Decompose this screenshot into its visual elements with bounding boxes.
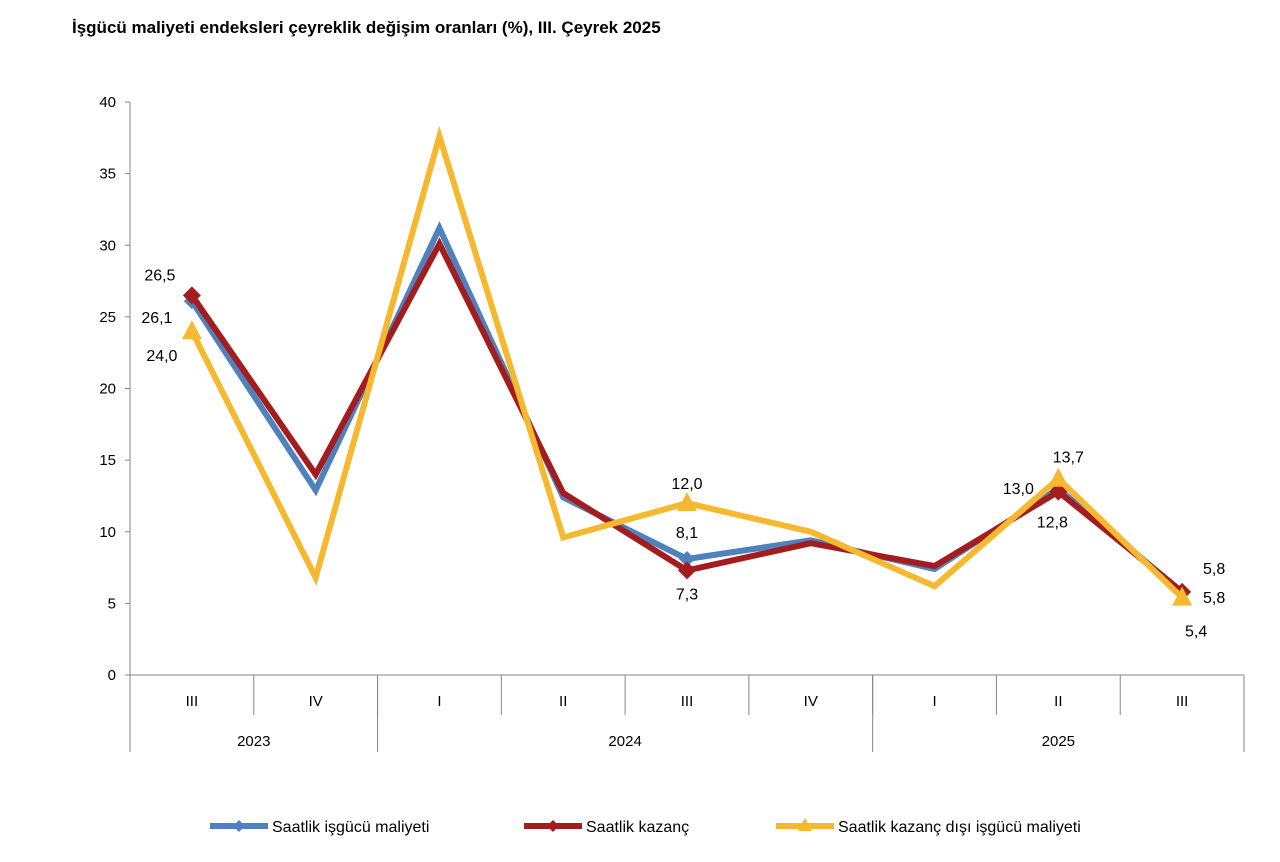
series-1: 26,1 8,1 13,0 5,8 <box>141 220 1225 600</box>
data-label: 26,1 <box>141 310 172 327</box>
legend-label: Saatlik kazanç <box>586 819 689 836</box>
category-label: III <box>1176 693 1189 710</box>
category-label: III <box>681 693 694 710</box>
y-tick-label: 20 <box>99 381 116 398</box>
legend: Saatlik işgücü maliyeti Saatlik kazanç Saa… <box>210 818 1081 836</box>
data-label: 26,5 <box>144 267 175 284</box>
y-tick-label: 30 <box>99 237 116 254</box>
data-label: 5,8 <box>1203 590 1225 607</box>
data-label: 8,1 <box>676 525 698 542</box>
data-label: 24,0 <box>146 348 177 365</box>
category-label: I <box>437 693 441 710</box>
y-tick-label: 25 <box>99 309 116 326</box>
data-point-triangle <box>181 320 202 340</box>
year-label: 2023 <box>237 733 270 750</box>
y-tick-label: 35 <box>99 166 116 183</box>
category-label: IV <box>309 693 323 710</box>
data-point-triangle <box>1048 467 1069 487</box>
series-3: 24,0 12,0 13,7 5,4 <box>146 125 1207 641</box>
legend-marker <box>798 818 812 831</box>
data-label: 12,8 <box>1037 515 1068 532</box>
chart-title: İşgücü maliyeti endeksleri çeyreklik değ… <box>72 18 661 37</box>
data-point-diamond <box>679 550 695 567</box>
series-2: 26,5 7,3 12,8 5,8 <box>144 237 1225 607</box>
data-label: 12,0 <box>671 476 702 493</box>
year-label: 2024 <box>608 733 641 750</box>
y-tick-label: 0 <box>108 667 116 684</box>
year-label: 2025 <box>1042 733 1075 750</box>
data-label: 5,4 <box>1185 624 1207 641</box>
data-point-marker <box>182 286 201 305</box>
legend-label: Saatlik kazanç dışı işgücü maliyeti <box>838 819 1081 836</box>
data-point-triangle <box>1172 586 1193 606</box>
category-label: I <box>932 693 936 710</box>
y-tick-label: 15 <box>99 452 116 469</box>
data-label: 13,0 <box>1003 481 1034 498</box>
data-label: 13,7 <box>1053 450 1084 467</box>
data-point-triangle <box>677 492 697 512</box>
y-tick-label: 10 <box>99 524 116 541</box>
category-label: II <box>1054 693 1062 710</box>
data-label: 5,8 <box>1203 561 1225 578</box>
data-label: 7,3 <box>676 586 698 603</box>
data-point-marker <box>678 561 696 580</box>
category-label: II <box>559 693 567 710</box>
category-label: IV <box>804 693 818 710</box>
legend-marker <box>547 820 559 832</box>
legend-marker <box>233 820 245 832</box>
legend-label: Saatlik işgücü maliyeti <box>272 819 429 836</box>
y-tick-label: 5 <box>108 595 116 612</box>
category-label: III <box>186 693 199 710</box>
y-tick-label: 40 <box>99 94 116 111</box>
